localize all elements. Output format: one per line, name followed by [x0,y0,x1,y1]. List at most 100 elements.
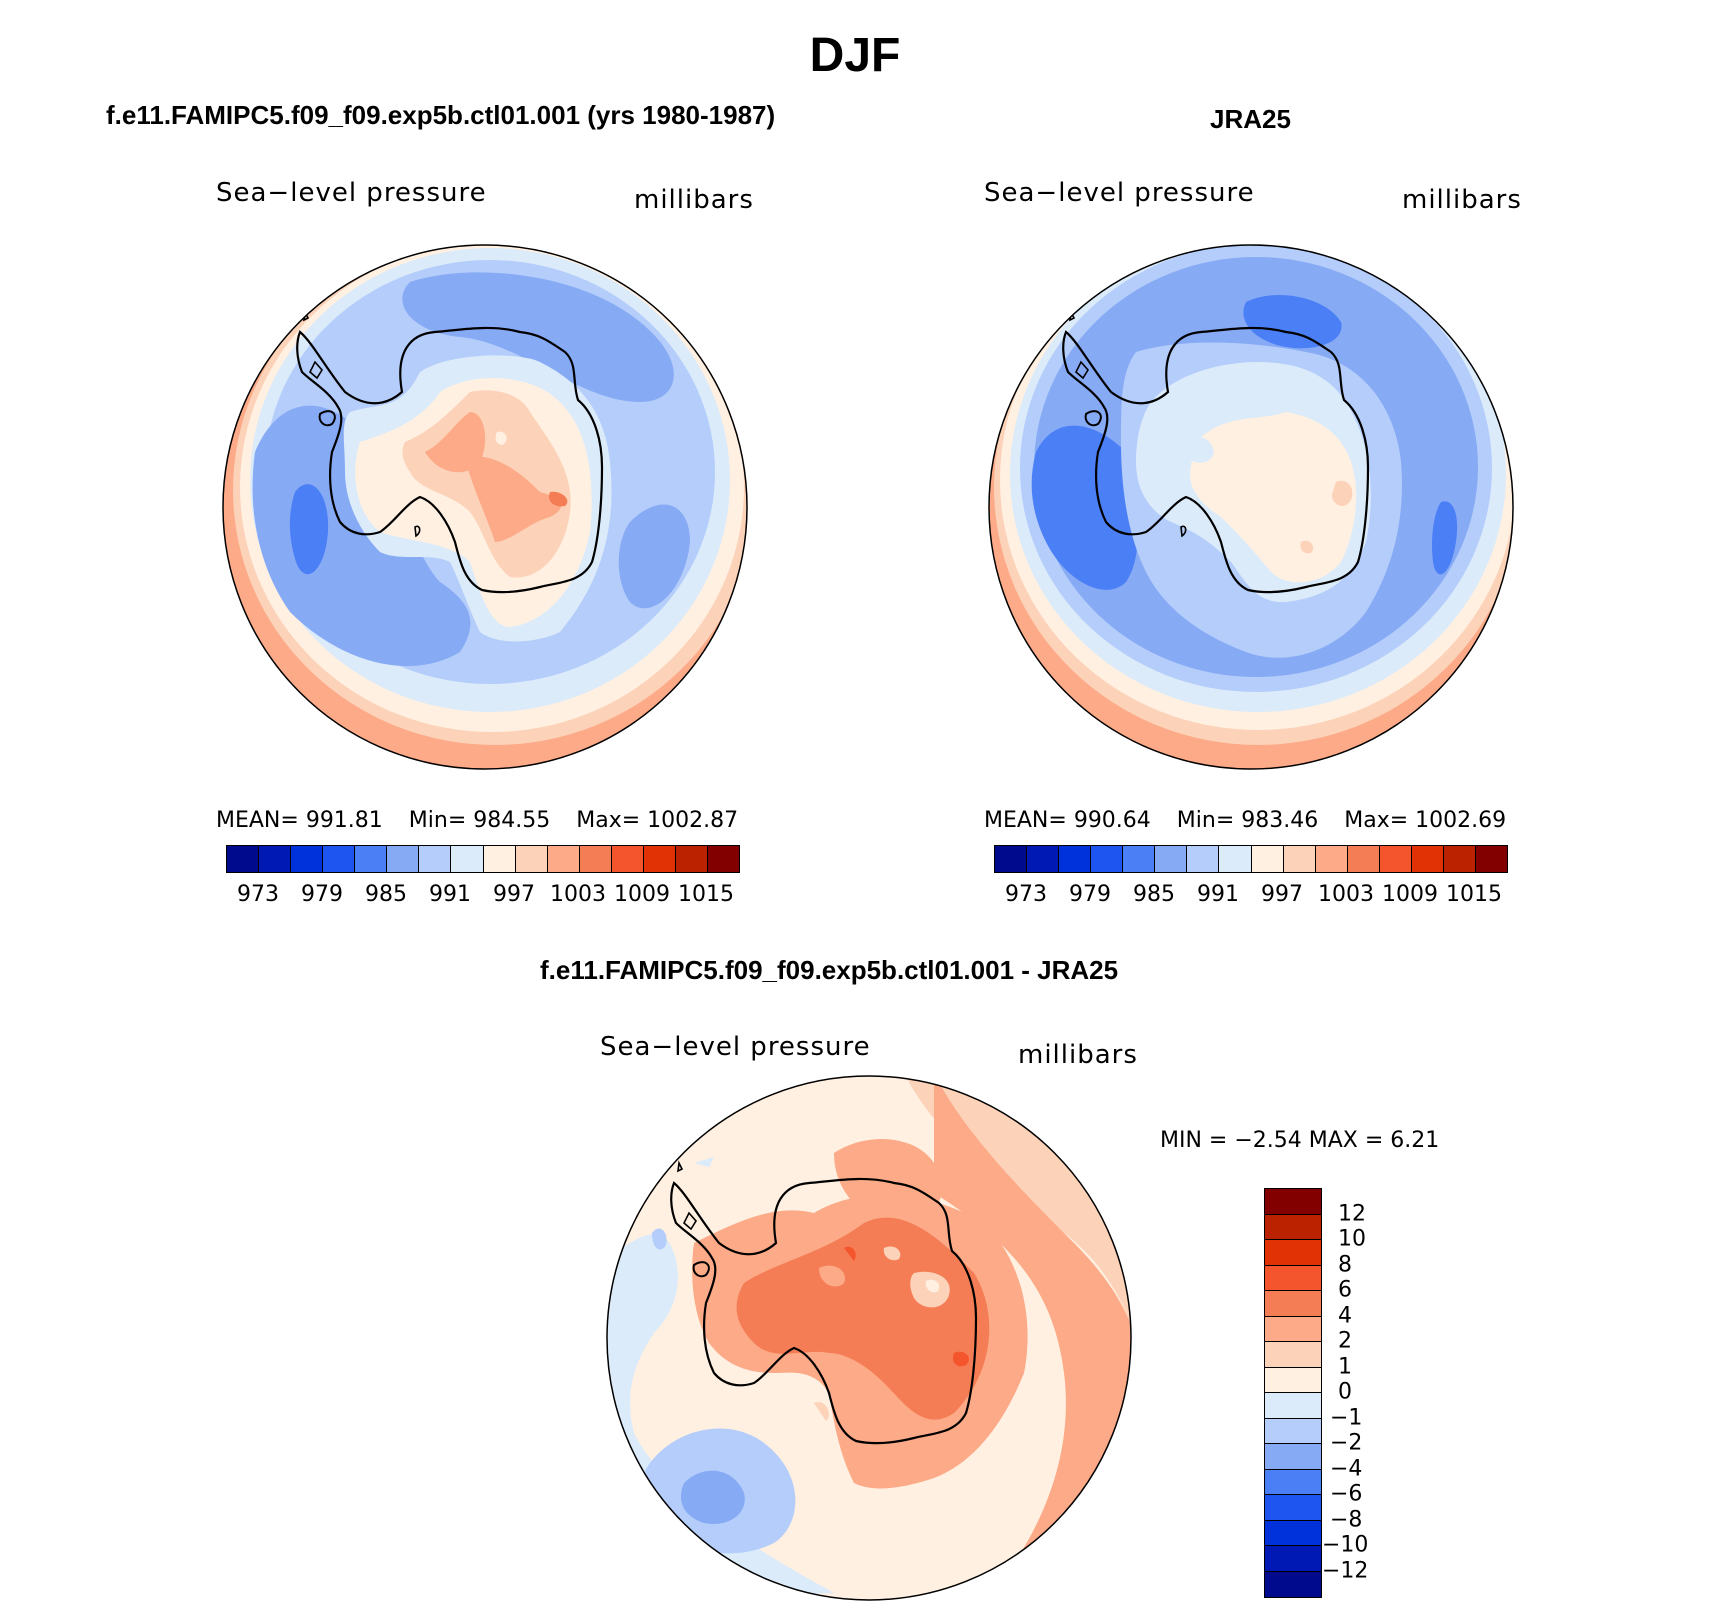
colorbar-swatch [1283,846,1316,872]
colorbar-swatch [1265,1469,1321,1495]
colorbar-swatch [1265,1189,1321,1215]
right-panel-title: JRA25 [1210,104,1291,134]
colorbar-swatch [1265,1367,1321,1393]
left-mean: MEAN= 991.81 [216,808,383,833]
colorbar-tick-label: 973 [237,882,279,907]
colorbar-swatch [675,846,708,872]
colorbar-tick-label: 12 [1338,1201,1366,1226]
colorbar-tick-label: −2 [1330,1430,1363,1456]
colorbar-tick-label: 1 [1338,1354,1352,1379]
colorbar-swatch [1027,846,1060,872]
colorbar-swatch [1265,1265,1321,1291]
colorbar-swatch [1265,1546,1321,1572]
colorbar-swatch [1443,846,1476,872]
diff-variable-label: Sea−level pressure [600,1032,871,1062]
right-polar-map [988,244,1514,770]
colorbar-tick-label: 985 [365,882,407,907]
figure-title: DJF [809,29,901,82]
right-max: Max= 1002.69 [1344,808,1507,833]
colorbar-tick-label: 0 [1338,1379,1352,1405]
colorbar-swatch [1059,846,1092,872]
colorbar-tick-label: 1009 [1382,882,1438,907]
colorbar-tick-label: −1 [1330,1405,1363,1430]
colorbar-tick-label: 973 [1005,882,1047,907]
right-mean: MEAN= 990.64 [984,808,1151,833]
left-max: Max= 1002.87 [576,808,739,833]
diff-minmax: MIN = −2.54 MAX = 6.21 [1160,1128,1440,1153]
colorbar-tick-label: 1009 [614,882,670,907]
colorbar-swatch [1475,846,1507,872]
colorbar-tick-label: 1003 [550,882,606,907]
colorbar-tick-label: 10 [1338,1226,1366,1252]
colorbar-tick-label: 997 [1261,882,1303,907]
colorbar-swatch [419,846,452,872]
colorbar-swatch [1155,846,1188,872]
colorbar-swatch [1265,1393,1321,1419]
colorbar-tick-label: −12 [1322,1558,1369,1583]
colorbar-swatch [1219,846,1252,872]
colorbar-swatch [1265,1240,1321,1266]
colorbar-swatch [483,846,516,872]
colorbar-swatch [1091,846,1124,872]
colorbar-tick-label: 6 [1338,1277,1352,1303]
colorbar-tick-label: 997 [493,882,535,907]
colorbar-tick-label: 4 [1338,1303,1352,1328]
colorbar-swatch [451,846,484,872]
colorbar-swatch [995,846,1028,872]
colorbar-swatch [387,846,420,872]
colorbar-swatch [355,846,388,872]
colorbar-tick-label: 1003 [1318,882,1374,907]
colorbar-tick-label: −10 [1322,1532,1369,1558]
colorbar-swatch [1265,1214,1321,1240]
colorbar-swatch [707,846,739,872]
colorbar-swatch [611,846,644,872]
diff-colorbar [1264,1188,1322,1598]
colorbar-swatch [1265,1495,1321,1521]
colorbar-tick-label: 1015 [678,882,734,907]
colorbar-swatch [1265,1571,1321,1597]
colorbar-tick-label: −6 [1330,1481,1363,1507]
colorbar-swatch [579,846,612,872]
right-stats: MEAN= 990.64 Min= 983.46 Max= 1002.69 [984,808,1532,833]
colorbar-swatch [643,846,676,872]
colorbar-tick-label: 8 [1338,1252,1352,1277]
left-units-label: millibars [634,185,754,215]
colorbar-tick-label: −4 [1330,1456,1363,1481]
colorbar-tick-label: 1015 [1446,882,1502,907]
colorbar-swatch [1265,1342,1321,1368]
colorbar-tick-label: 2 [1338,1328,1352,1354]
left-polar-map [222,244,748,770]
colorbar-swatch [1187,846,1220,872]
colorbar-tick-label: 991 [429,882,471,907]
colorbar-swatch [323,846,356,872]
colorbar-swatch [1411,846,1444,872]
diff-polar-map [606,1075,1132,1601]
left-colorbar [226,845,740,873]
colorbar-swatch [1265,1316,1321,1342]
diff-panel-title: f.e11.FAMIPC5.f09_f09.exp5b.ctl01.001 - … [540,955,1119,985]
colorbar-swatch [1265,1444,1321,1470]
right-variable-label: Sea−level pressure [984,178,1255,208]
colorbar-swatch [1315,846,1348,872]
left-stats: MEAN= 991.81 Min= 984.55 Max= 1002.87 [216,808,764,833]
colorbar-swatch [259,846,292,872]
colorbar-swatch [1379,846,1412,872]
left-min: Min= 984.55 [408,808,551,833]
colorbar-swatch [1265,1418,1321,1444]
colorbar-swatch [547,846,580,872]
colorbar-swatch [291,846,324,872]
colorbar-swatch [1265,1520,1321,1546]
colorbar-tick-label: −8 [1330,1507,1363,1532]
colorbar-swatch [1123,846,1156,872]
colorbar-tick-label: 991 [1197,882,1239,907]
colorbar-swatch [1347,846,1380,872]
right-colorbar [994,845,1508,873]
colorbar-swatch [227,846,260,872]
colorbar-tick-label: 979 [301,882,343,907]
colorbar-swatch [1265,1291,1321,1317]
left-variable-label: Sea−level pressure [216,178,487,208]
colorbar-swatch [515,846,548,872]
right-min: Min= 983.46 [1176,808,1319,833]
colorbar-tick-label: 979 [1069,882,1111,907]
right-units-label: millibars [1402,185,1522,215]
